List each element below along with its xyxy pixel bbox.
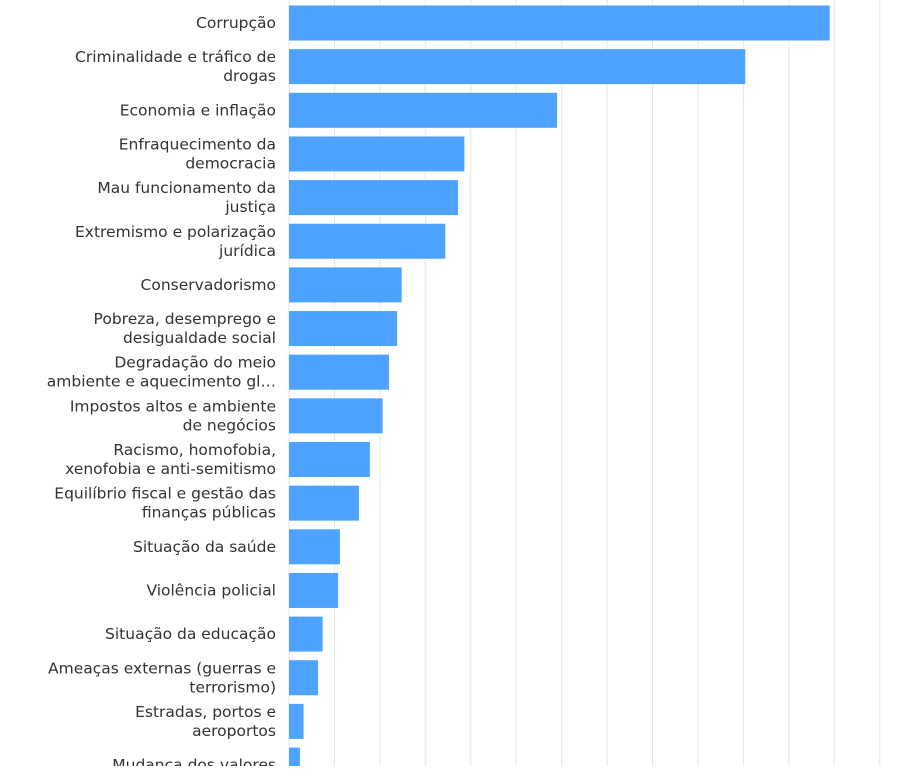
category-label: Violência policial — [146, 581, 276, 599]
bar[interactable] — [289, 747, 300, 770]
bar[interactable] — [289, 136, 465, 172]
category-label: Economia e inflação — [120, 101, 276, 119]
bar[interactable] — [289, 49, 746, 85]
bar[interactable] — [289, 616, 323, 652]
bar[interactable] — [289, 398, 383, 434]
category-labels: Corrupção Criminalidade e tráfico dedroga… — [47, 14, 276, 770]
bar[interactable] — [289, 485, 359, 521]
category-label: Conservadorismo — [141, 276, 276, 294]
category-label: jurídica — [218, 242, 276, 260]
bars — [289, 5, 830, 770]
category-label: ambiente e aquecimento gl… — [47, 373, 276, 391]
bar[interactable] — [289, 703, 304, 739]
category-label: Mau funcionamento da — [97, 179, 276, 197]
category-label: Extremismo e polarização — [75, 223, 276, 241]
category-label: Impostos altos e ambiente — [70, 397, 276, 415]
category-label: Ameaças externas (guerras e — [48, 659, 276, 677]
category-label: Equilíbrio fiscal e gestão das — [54, 485, 276, 503]
category-label: xenofobia e anti-semitismo — [65, 460, 276, 478]
category-label: drogas — [223, 67, 276, 85]
category-label: Racismo, homofobia, — [113, 441, 276, 459]
category-label: desigualdade social — [123, 329, 276, 347]
category-label: Mudança dos valores — [112, 756, 276, 766]
category-label: Enfraquecimento da — [119, 135, 276, 153]
category-label: Situação da educação — [105, 625, 276, 643]
bar[interactable] — [289, 572, 339, 608]
category-label: terrorismo) — [189, 678, 276, 696]
category-label: justiça — [224, 198, 276, 216]
category-label: Pobreza, desemprego e — [94, 310, 276, 328]
category-label: Degradação do meio — [114, 354, 276, 372]
category-label: finanças públicas — [142, 504, 276, 522]
category-label: Corrupção — [196, 14, 276, 32]
category-label: Criminalidade e tráfico de — [75, 48, 276, 66]
bar[interactable] — [289, 180, 459, 216]
category-label: Estradas, portos e — [135, 703, 276, 721]
category-label: de negócios — [183, 416, 276, 434]
bar[interactable] — [289, 311, 398, 347]
bar[interactable] — [289, 223, 446, 259]
category-label: Situação da saúde — [133, 538, 276, 556]
category-label: democracia — [185, 154, 276, 172]
bar[interactable] — [289, 267, 402, 303]
bar[interactable] — [289, 529, 340, 565]
bar[interactable] — [289, 660, 319, 696]
bar[interactable] — [289, 354, 389, 390]
bar[interactable] — [289, 442, 370, 477]
bar[interactable] — [289, 5, 830, 41]
category-label: aeroportos — [192, 722, 276, 740]
bar[interactable] — [289, 92, 558, 128]
